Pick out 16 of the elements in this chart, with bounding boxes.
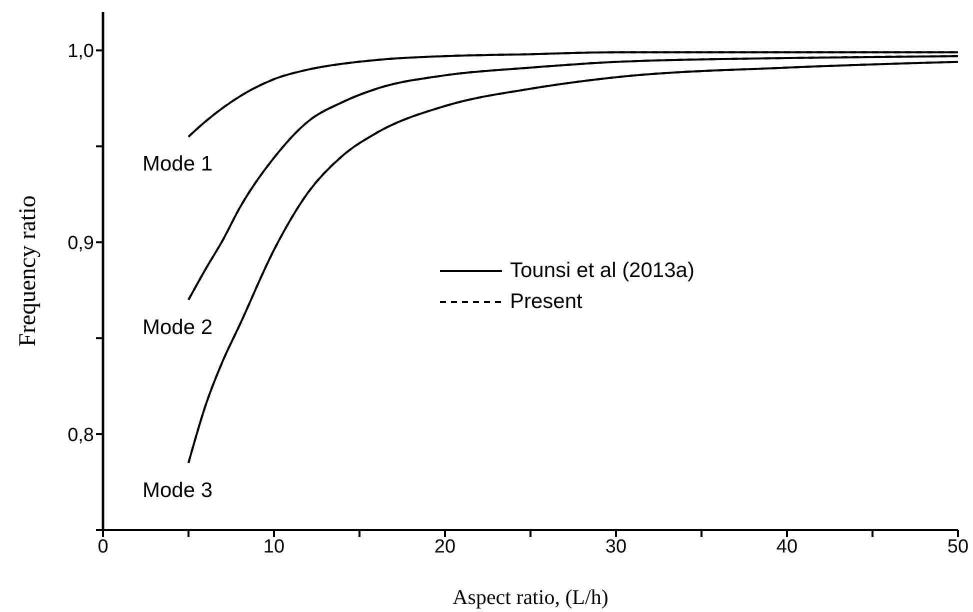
x-tick-label: 0	[98, 536, 108, 558]
annotation: Mode 2	[142, 316, 213, 339]
x-tick-label: 10	[263, 536, 285, 558]
x-tick-label: 30	[605, 536, 627, 558]
y-tick-label: 0,8	[68, 424, 94, 446]
y-axis-title: Frequency ratio	[15, 195, 41, 347]
legend-label: Present	[510, 290, 582, 314]
x-axis-title: Aspect ratio, (L/h)	[452, 585, 608, 609]
x-tick-label: 50	[947, 536, 969, 558]
y-tick-label: 0,9	[68, 232, 94, 254]
legend-label: Tounsi et al (2013a)	[510, 258, 694, 282]
annotation: Mode 1	[142, 152, 213, 176]
x-tick-label: 20	[434, 536, 456, 558]
x-tick-label: 40	[776, 536, 798, 558]
y-tick-label: 1,0	[68, 41, 94, 62]
annotation: Mode 3	[142, 478, 213, 502]
